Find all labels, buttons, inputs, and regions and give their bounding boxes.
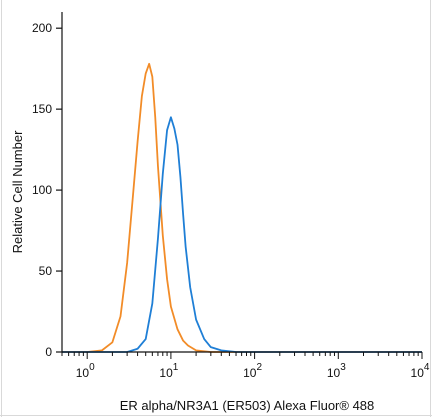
x-tick-label: 100	[76, 362, 95, 380]
series-line-1	[62, 62, 422, 353]
y-tick-label: 0	[45, 345, 52, 359]
y-tick-label: 150	[32, 102, 52, 116]
frame-border-bottom	[0, 415, 432, 416]
y-tick-label: 200	[32, 21, 52, 35]
series-line-2	[62, 116, 422, 353]
y-tick-label: 100	[32, 183, 52, 197]
frame-border-left	[1, 0, 2, 417]
x-tick-label: 103	[327, 362, 346, 380]
y-ticks: 0 50 100 150 200	[32, 21, 62, 359]
series-layer	[62, 62, 422, 353]
x-tick-label: 102	[243, 362, 262, 380]
x-ticks: 100 101 102 103 104	[61, 352, 430, 380]
y-tick-label: 50	[39, 264, 53, 278]
x-axis-label: ER alpha/NR3A1 (ER503) Alexa Fluor® 488	[120, 398, 375, 413]
x-tick-label: 101	[159, 362, 178, 380]
y-axis-label: Relative Cell Number	[10, 130, 25, 253]
frame-border-right	[430, 0, 431, 417]
x-tick-label: 104	[411, 362, 430, 380]
axes-layer	[61, 12, 422, 353]
